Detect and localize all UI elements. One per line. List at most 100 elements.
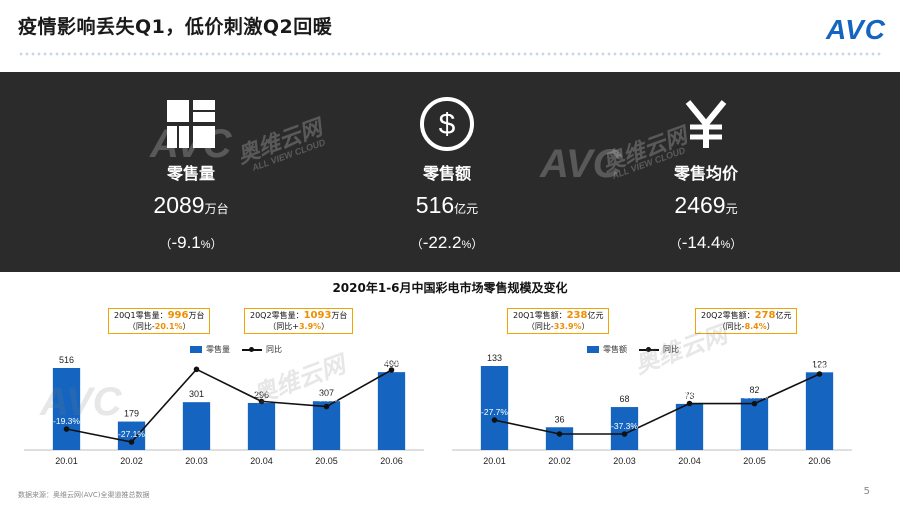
callout-q2-volume: 20Q2零售量：1093万台 （同比+3.9%） [244,308,354,334]
bar-value-label: 179 [124,409,139,419]
yoy-label: -27.1% [118,429,145,439]
chart-title: 2020年1-6月中国彩电市场零售规模及变化 [332,281,568,295]
legend-bar-label: 零售量 [206,345,230,354]
bar-value-label: 68 [619,394,629,404]
yoy-label: 16.6% [184,356,209,366]
bar-value-label: 307 [319,388,334,398]
chart-legend: 零售量 同比 [190,344,282,355]
data-source-note: 数据来源：奥维云网(AVC)全渠道推总数据 [18,491,150,499]
metric-retail-volume: 零售量 2089万台 （-9.1%） [101,72,281,272]
bar-value-label: 73 [684,391,694,401]
legend-bar-label: 零售额 [603,345,627,354]
x-tick-label: 20.04 [678,456,701,466]
bar-value-label: 296 [254,390,269,400]
bar [545,427,574,450]
x-tick-label: 20.01 [483,456,506,466]
retail-volume-chart-svg: 516 20.01 179 20.02 301 20.03 296 20.04 307 20.05… [24,355,424,466]
yoy-line [66,368,392,443]
yoy-label: 16.2% [379,357,404,367]
legend-bar-swatch [190,346,202,353]
watermark-logo: AVC [540,142,622,186]
retail-volume-chart: 516 20.01 179 20.02 301 20.03 296 20.04 307 20.05… [20,300,440,485]
bar-value-label: 516 [59,355,74,365]
metric-value: 516 [415,192,455,218]
metric-label: 零售均价 [673,164,738,183]
summary-panel: AVC 奥维云网 ALL VIEW CLOUD AVC 奥维云网 ALL VIE… [0,72,900,272]
bar [247,402,276,450]
yoy-line [494,373,820,435]
bar-value-label: 36 [554,414,564,424]
x-tick-label: 20.03 [613,456,636,466]
yoy-point [686,400,693,407]
callout-q1-volume: 20Q1零售量：996万台 （同比-20.1%） [108,308,211,334]
yoy-label: -19.3% [53,416,80,426]
metric-value: 2089 [153,192,205,218]
bar-value-label: 123 [812,359,827,369]
x-tick-label: 20.06 [808,456,831,466]
yoy-point [751,400,758,407]
x-tick-label: 20.03 [185,456,208,466]
x-tick-label: 20.01 [55,456,78,466]
dotted-divider [18,52,882,56]
bar [117,421,146,450]
yoy-label: 4.0% [810,361,830,371]
yoy-label: -16.3% [676,390,703,400]
bar [377,372,406,450]
metric-label: 零售量 [166,164,215,183]
page-number: 5 [863,486,870,497]
callout-q2-sales: 20Q2零售额：278亿元 （同比-8.4%） [695,308,798,334]
legend-line-swatch [242,346,262,352]
yoy-label: -2.7% [250,388,273,398]
metric-unit: 万台 [204,202,229,216]
x-tick-label: 20.06 [380,456,403,466]
bar-value-label: 490 [384,359,399,369]
yoy-label: -16.4% [741,391,768,401]
bar-value-label: 82 [749,385,759,395]
callout-q1-sales: 20Q1零售额：238亿元 （同比-33.9%） [507,308,610,334]
legend-line-swatch [639,346,659,352]
x-tick-label: 20.05 [315,456,338,466]
yoy-point [128,439,135,445]
page-title: 疫情影响丢失Q1，低价刺激Q2回暖 [18,16,333,38]
x-tick-label: 20.02 [120,456,143,466]
bar [610,407,639,450]
metric-change: （-9.1%） [159,233,223,252]
metric-change: （-22.2%） [410,233,484,252]
yoy-point [556,431,563,437]
metric-unit: 元 [725,202,738,216]
yoy-label: -27.7% [481,407,508,417]
legend-bar-swatch [587,346,599,353]
bar [182,402,211,450]
yoy-point [323,403,330,410]
retail-sales-chart: 133 20.01 36 20.02 68 20.03 73 20.04 82 20.05 123 2… [452,300,882,485]
legend-line-label: 同比 [266,345,282,354]
retail-sales-chart-svg: 133 20.01 36 20.02 68 20.03 73 20.04 82 20.05 123 2… [452,353,852,466]
avc-logo: AVC [825,14,886,45]
yoy-point [816,371,823,377]
legend-line-label: 同比 [663,345,679,354]
metric-avg-price: 零售均价 2469元 （-14.4%） [616,72,796,272]
metric-change: （-14.4%） [669,233,743,252]
svg-text:$: $ [439,108,456,141]
bar [675,403,704,450]
yoy-point [63,426,70,432]
yoy-label: -5.8% [315,394,338,404]
grid-icon [101,94,281,154]
bar [480,366,509,450]
x-tick-label: 20.02 [548,456,571,466]
bar [805,372,834,450]
yoy-point [491,417,498,423]
yoy-label: -37.3% [611,421,638,431]
bar-value-label: 133 [487,353,502,363]
yoy-point [621,431,628,437]
bar [52,368,81,450]
yoy-point [258,398,265,405]
bar [740,398,769,450]
x-tick-label: 20.05 [743,456,766,466]
x-tick-label: 20.04 [250,456,273,466]
metric-value: 2469 [674,192,726,218]
yen-icon [616,94,796,154]
bar-value-label: 301 [189,389,204,399]
dollar-icon: $ [357,94,537,154]
metric-label: 零售额 [422,164,471,183]
